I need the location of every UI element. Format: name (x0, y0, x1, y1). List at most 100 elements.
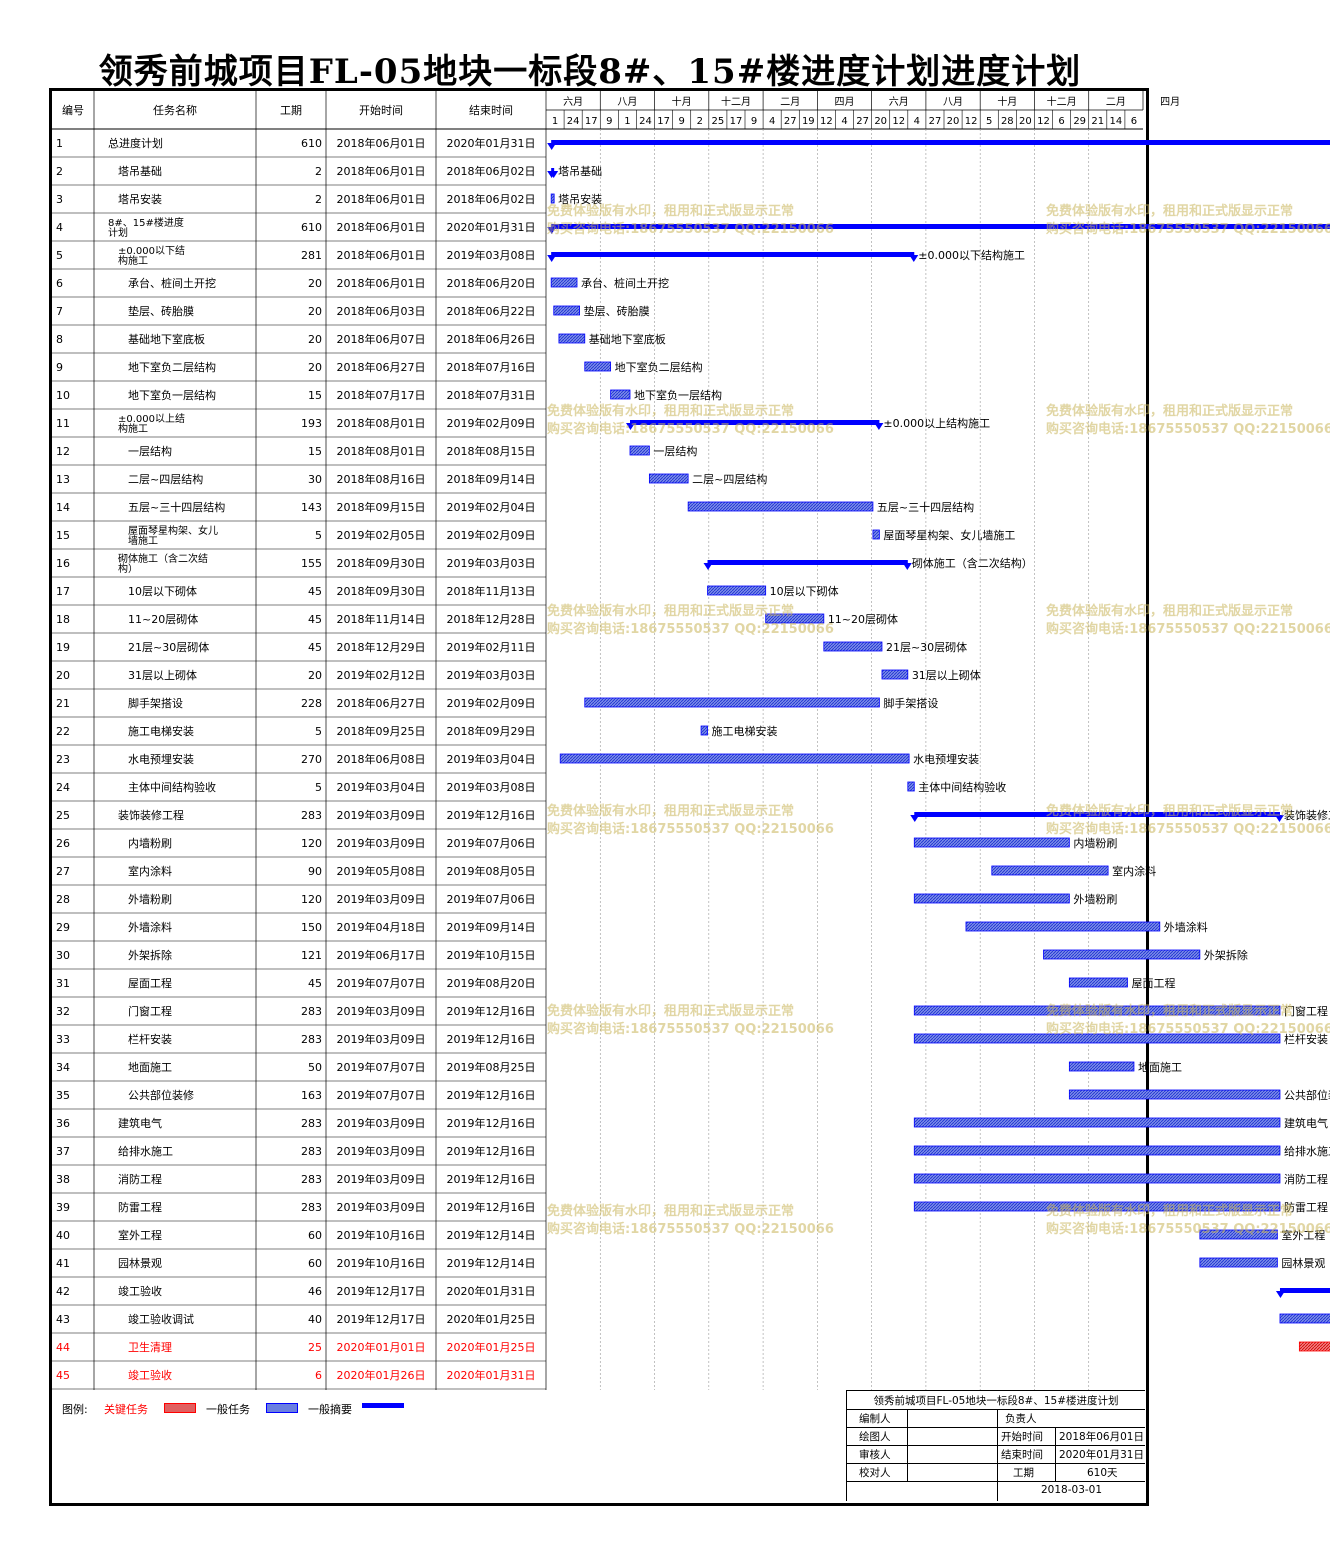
month-label: 十月 (672, 95, 692, 108)
task-end: 2019年09月14日 (447, 920, 536, 934)
task-end: 2019年03月08日 (447, 780, 536, 794)
task-start: 2019年03月09日 (337, 892, 426, 906)
summary-start-cap (547, 227, 557, 234)
task-name: 11~20层砌体 (128, 612, 198, 626)
task-duration: 283 (301, 1033, 322, 1046)
task-bar (553, 305, 580, 316)
summary-end-cap (549, 171, 559, 178)
task-start: 2018年06月01日 (337, 220, 426, 234)
task-end: 2018年07月31日 (447, 388, 536, 402)
task-duration: 6 (315, 1369, 322, 1382)
task-end: 2019年10月15日 (447, 948, 536, 962)
task-bar (700, 725, 708, 736)
task-end: 2019年12月16日 (447, 1116, 536, 1130)
task-name: 装饰装修工程 (118, 808, 184, 822)
task-name: 园林景观 (118, 1256, 162, 1270)
task-id: 32 (56, 1005, 70, 1018)
task-bar (913, 1033, 1281, 1044)
task-start: 2019年05月08日 (337, 864, 426, 878)
task-bar (584, 361, 612, 372)
task-id: 25 (56, 809, 70, 822)
task-duration: 150 (301, 921, 322, 934)
col-duration-header: 工期 (280, 104, 302, 117)
task-duration: 283 (301, 1145, 322, 1158)
task-start: 2018年06月03日 (337, 304, 426, 318)
bar-label: 31层以上砌体 (912, 668, 981, 682)
task-id: 17 (56, 585, 70, 598)
bar-label: 主体中间结构验收 (918, 780, 1006, 794)
task-name: 8#、15#楼进度 (108, 216, 184, 229)
task-id: 24 (56, 781, 70, 794)
task-bar (1199, 1257, 1278, 1268)
task-name: 地面施工 (128, 1061, 172, 1074)
summary-start-cap (1275, 1291, 1285, 1298)
day-tick-label: 20 (1019, 116, 1032, 127)
summary-start-cap (547, 143, 557, 150)
bar-label: 五层~三十四层结构 (877, 500, 974, 514)
task-name: 门窗工程 (128, 1004, 172, 1018)
bar-label: 承台、桩间土开挖 (581, 276, 669, 290)
task-bar (559, 753, 910, 764)
task-name: 栏杆安装 (128, 1032, 172, 1046)
task-start: 2020年01月26日 (337, 1368, 426, 1382)
task-end: 2020年01月31日 (447, 1368, 536, 1382)
task-name: 卫生清理 (128, 1340, 172, 1354)
task-end: 2019年03月03日 (447, 556, 536, 570)
legend-task-label: 一般任务 (206, 1403, 250, 1416)
task-name: 施工电梯安装 (128, 724, 194, 738)
month-label: 二月 (780, 96, 800, 108)
col-id-header: 编号 (62, 103, 84, 117)
task-duration: 50 (308, 1061, 322, 1074)
task-id: 30 (56, 949, 70, 962)
task-start: 2019年12月17日 (337, 1312, 426, 1326)
task-start: 2019年10月16日 (337, 1256, 426, 1270)
task-name: 给排水施工 (118, 1144, 173, 1158)
summary-end-cap (902, 563, 912, 570)
bar-label: 外架拆除 (1204, 948, 1248, 962)
col-name-header: 任务名称 (153, 103, 197, 117)
bar-label: 园林景观 (1281, 1256, 1325, 1270)
day-tick-label: 20 (947, 116, 960, 127)
bar-label: 21层~30层砌体 (886, 640, 967, 654)
task-id: 4 (56, 221, 63, 234)
task-duration: 5 (315, 725, 322, 738)
tb-dur-label: 工期 (1013, 1467, 1034, 1479)
task-id: 34 (56, 1061, 70, 1074)
task-end: 2018年06月02日 (447, 164, 536, 178)
task-duration: 283 (301, 809, 322, 822)
task-bar (913, 837, 1070, 848)
day-tick-label: 27 (929, 116, 942, 127)
day-tick-label: 28 (1001, 116, 1014, 127)
day-tick-label: 19 (802, 116, 815, 127)
tb-checker: 校对人 (859, 1467, 891, 1479)
task-duration: 20 (308, 333, 322, 346)
task-start: 2018年06月01日 (337, 164, 426, 178)
task-duration: 163 (301, 1089, 322, 1102)
task-bar (550, 193, 555, 204)
task-duration: 610 (301, 221, 322, 234)
task-name: 竣工验收 (118, 1284, 162, 1298)
bar-label: 砌体施工（含二次结构） (912, 556, 1033, 570)
task-id: 31 (56, 977, 70, 990)
tb-reviewer: 审核人 (859, 1449, 891, 1461)
task-duration: 15 (308, 445, 322, 458)
task-name: 建筑电气 (118, 1116, 162, 1130)
task-start: 2020年01月01日 (337, 1340, 426, 1354)
task-bar (648, 473, 689, 484)
task-id: 6 (56, 277, 63, 290)
bar-label: 公共部位装修 (1284, 1088, 1330, 1102)
task-end: 2020年01月31日 (447, 220, 536, 234)
task-name: 二层~四层结构 (128, 472, 203, 486)
bar-label: 11~20层砌体 (828, 612, 898, 626)
task-bar (913, 1117, 1281, 1128)
summary-bar (551, 252, 915, 257)
col-end-header: 结束时间 (469, 104, 513, 117)
task-end: 2019年02月04日 (447, 500, 536, 514)
task-start: 2018年06月27日 (337, 360, 426, 374)
task-start: 2019年03月04日 (337, 780, 426, 794)
day-tick-label: 17 (657, 116, 670, 127)
day-tick-label: 9 (678, 116, 684, 127)
task-start: 2018年07月17日 (337, 388, 426, 402)
task-start: 2019年03月09日 (337, 1200, 426, 1214)
